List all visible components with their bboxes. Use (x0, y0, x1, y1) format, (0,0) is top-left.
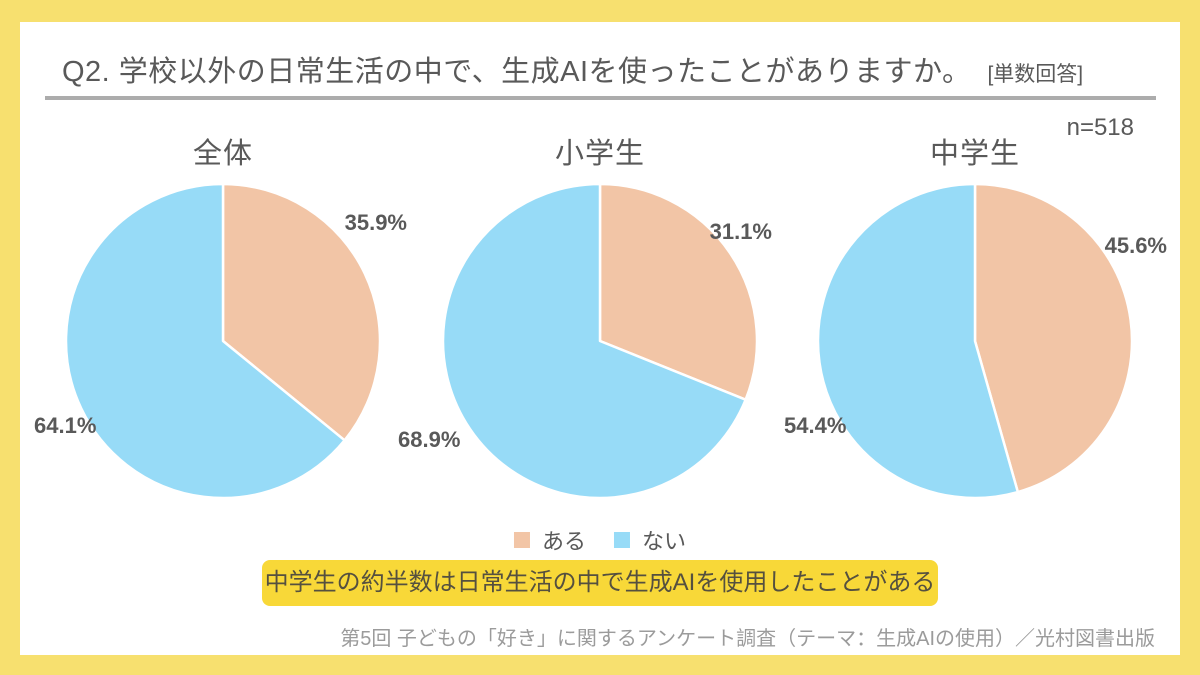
legend-label: ある (541, 529, 586, 554)
legend-swatch-aru (513, 532, 530, 548)
pie-chart-svg (441, 182, 759, 500)
legend-item-aru: ある (513, 524, 586, 556)
pie-chart-svg (816, 182, 1134, 500)
legend-swatch-nai (614, 532, 630, 548)
response-type-note: [単数回答] (987, 63, 1084, 86)
pie-chart: 35.9% 64.1% (34, 181, 407, 501)
slice-label-aru: 45.6% (1104, 233, 1167, 258)
sample-size-label: n=518 (1066, 114, 1134, 141)
slice-label-aru: 35.9% (344, 210, 407, 235)
pie-title: 中学生 (929, 138, 1020, 170)
legend: ある ない (513, 524, 686, 556)
question-title: Q2. 学校以外の日常生活の中で、生成AIを使ったことがありますか。 (62, 56, 972, 88)
pie-chart: 31.1% 68.9% (398, 181, 772, 501)
content-area: Q2. 学校以外の日常生活の中で、生成AIを使ったことがありますか。 [単数回答]… (20, 22, 1180, 655)
slice-label-nai: 64.1% (34, 413, 97, 438)
key-finding-banner: 中学生の約半数は日常生活の中で生成AIを使用したことがある (262, 560, 938, 606)
source-credit: 第5回 子どもの「好き」に関するアンケート調査（テーマ：生成AIの使用）／光村図… (340, 628, 1155, 650)
pie-title: 全体 (192, 138, 253, 170)
legend-label: ない (642, 529, 687, 554)
pie-chart: 45.6% 54.4% (784, 181, 1167, 501)
slice-label-nai: 68.9% (398, 427, 461, 452)
slice-label-nai: 54.4% (784, 413, 847, 438)
title-underline (45, 96, 1156, 100)
question-header: Q2. 学校以外の日常生活の中で、生成AIを使ったことがありますか。 [単数回答] (62, 48, 1083, 90)
pie-chart-svg (64, 182, 382, 500)
pie-chart-block-elementary: 小学生 31.1% 68.9% (398, 130, 772, 501)
slice-label-aru: 31.1% (709, 219, 772, 244)
legend-item-nai: ない (614, 524, 686, 556)
pie-title: 小学生 (554, 138, 645, 170)
pie-chart-block-juniorhigh: 中学生 45.6% 54.4% (784, 130, 1167, 501)
pie-chart-block-overall: 全体 35.9% 64.1% (34, 130, 407, 501)
